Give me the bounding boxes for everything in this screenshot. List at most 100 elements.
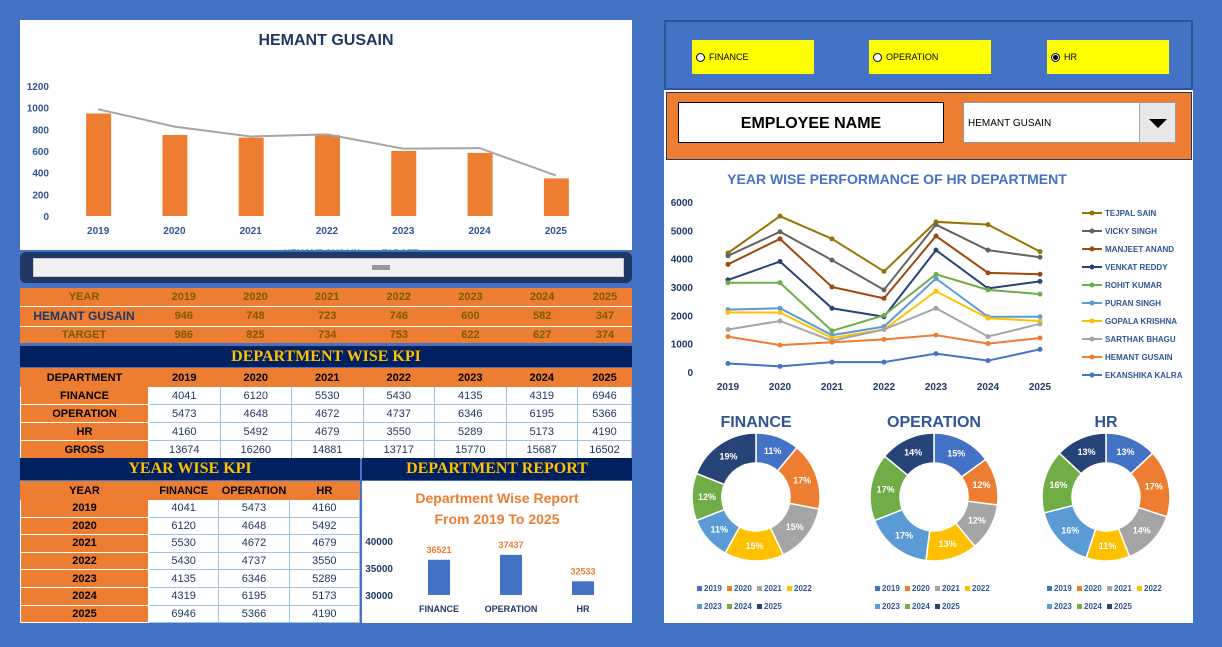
- line-point: [725, 361, 731, 366]
- row-label-cell: YEAR: [20, 481, 149, 500]
- donut-legend-swatch: [787, 586, 792, 591]
- employee-dropdown[interactable]: HEMANT GUSAIN: [963, 102, 1176, 143]
- donut-legend-label: 2020: [1084, 584, 1102, 593]
- radio-hr[interactable]: HR: [1047, 40, 1169, 74]
- dept-chart-data-label: 37437: [498, 540, 523, 550]
- year-kpi-table: YEAR FINANCE OPERATION HR 2019 4041 5473 4160 20…: [20, 481, 361, 624]
- value-cell: 6346: [434, 404, 507, 423]
- donut-slice-label: 12%: [972, 480, 990, 490]
- value-cell: 5530: [147, 534, 220, 553]
- top-chart-xtick: 2022: [316, 226, 339, 237]
- line-chart-xtick: 2020: [769, 382, 792, 393]
- value-cell: 5289: [288, 569, 361, 588]
- line-point: [933, 222, 939, 228]
- employee-dropdown-value: HEMANT GUSAIN: [968, 118, 1052, 129]
- donut-legend-label: 2023: [882, 602, 900, 611]
- radio-operation[interactable]: OPERATION: [869, 40, 991, 74]
- value-cell: 6946: [147, 604, 220, 624]
- donut-charts: FINANCE 11% 17% 15% 15% 11% 12% 19% 2019 2020 2021…: [691, 414, 1171, 611]
- row-label-cell: 2020: [20, 516, 149, 536]
- top-chart-ytick: 800: [32, 125, 49, 136]
- value-cell: 4135: [434, 386, 507, 405]
- dept-kpi-row: GROSS 13674 16260 14881 13717 15770 15687 16502: [20, 440, 632, 459]
- line-point: [881, 312, 887, 318]
- line-point: [1037, 314, 1043, 320]
- top-chart-xtick: 2021: [240, 226, 263, 237]
- line-series: [727, 223, 1041, 292]
- value-cell: 5473: [148, 404, 221, 423]
- line-point: [881, 336, 887, 342]
- line-point: [725, 334, 731, 340]
- donut-legend-label: 2022: [794, 584, 812, 593]
- dept-kpi-row: HR 4160 5492 4679 3550 5289 5173 4190: [20, 422, 632, 441]
- line-legend-marker: [1089, 336, 1095, 342]
- donut-legend-swatch: [905, 604, 910, 609]
- value-cell: 6946: [577, 386, 632, 405]
- line-point: [985, 334, 991, 340]
- donut-title: OPERATION: [887, 414, 981, 431]
- donut-title: HR: [1094, 414, 1118, 431]
- radio-finance[interactable]: FINANCE: [692, 40, 814, 74]
- line-point: [933, 276, 939, 281]
- value-cell: 748: [219, 305, 292, 326]
- donut-slice-label: 13%: [1078, 447, 1096, 457]
- donut-legend-label: 2024: [1084, 602, 1102, 611]
- value-cell: 3550: [362, 422, 435, 441]
- value-cell: 6195: [218, 586, 290, 606]
- line-chart-title: YEAR WISE PERFORMANCE OF HR DEPARTMENT: [727, 171, 1067, 187]
- row-label-cell: YEAR: [68, 290, 100, 303]
- line-point: [985, 358, 991, 364]
- line-point: [777, 236, 783, 242]
- top-chart-xtick: 2020: [163, 226, 186, 237]
- value-cell: 5430: [362, 386, 435, 405]
- value-cell: 746: [362, 305, 435, 326]
- horizontal-scrollbar[interactable]: [33, 258, 624, 277]
- line-point: [985, 341, 991, 347]
- donut-slice-label: 11%: [764, 446, 782, 456]
- value-cell: 5430: [147, 551, 220, 571]
- row-label-cell: FINANCE: [20, 386, 149, 405]
- dropdown-arrow-button[interactable]: [1139, 103, 1175, 142]
- value-cell: 5366: [577, 404, 632, 423]
- summary-header-row: YEAR 2019 2020 2021 2022 2023 2024 2025: [20, 288, 632, 306]
- top-chart-xtick: 2019: [87, 226, 110, 237]
- dept-report-panel: Department Wise Report From 2019 To 2025…: [362, 481, 632, 623]
- dept-chart-bar: [572, 581, 594, 595]
- value-cell: 4160: [148, 422, 221, 441]
- line-point: [725, 253, 731, 259]
- value-cell: 734: [291, 325, 363, 343]
- value-cell: 2020: [219, 368, 292, 387]
- value-cell: 600: [434, 305, 507, 326]
- summary-table: YEAR 2019 2020 2021 2022 2023 2024 2025 HEMANT …: [20, 288, 632, 343]
- line-point: [985, 247, 991, 253]
- value-cell: 374: [578, 325, 632, 343]
- line-point: [829, 284, 835, 290]
- line-point: [933, 332, 939, 338]
- line-point: [933, 288, 939, 294]
- dept-chart-ytick: 30000: [365, 591, 393, 602]
- line-point: [725, 327, 731, 332]
- value-cell: 4672: [218, 534, 290, 553]
- value-cell: 4190: [288, 604, 361, 624]
- value-cell: 4041: [147, 499, 220, 518]
- line-point: [933, 271, 939, 277]
- value-cell: 627: [506, 325, 578, 343]
- line-chart-xtick: 2023: [925, 382, 948, 393]
- dept-report-chart-title-1: Department Wise Report: [415, 490, 579, 506]
- line-chart-xtick: 2019: [717, 382, 740, 393]
- value-cell: 723: [291, 305, 363, 326]
- donut-legend-label: 2025: [1114, 602, 1132, 611]
- scrollbar-thumb[interactable]: [372, 265, 390, 270]
- line-point: [1037, 254, 1043, 260]
- donut-legend-label: 2023: [704, 602, 722, 611]
- top-chart-title: HEMANT GUSAIN: [258, 32, 394, 49]
- line-point: [777, 305, 783, 311]
- row-label-cell: OPERATION: [20, 404, 149, 423]
- donut-legend-swatch: [905, 586, 910, 591]
- row-label-cell: HR: [20, 422, 149, 441]
- employee-name-label: EMPLOYEE NAME: [678, 102, 944, 143]
- donut-legend-swatch: [875, 604, 880, 609]
- line-point: [933, 351, 939, 357]
- line-point: [829, 257, 835, 263]
- value-cell: 622: [434, 325, 507, 343]
